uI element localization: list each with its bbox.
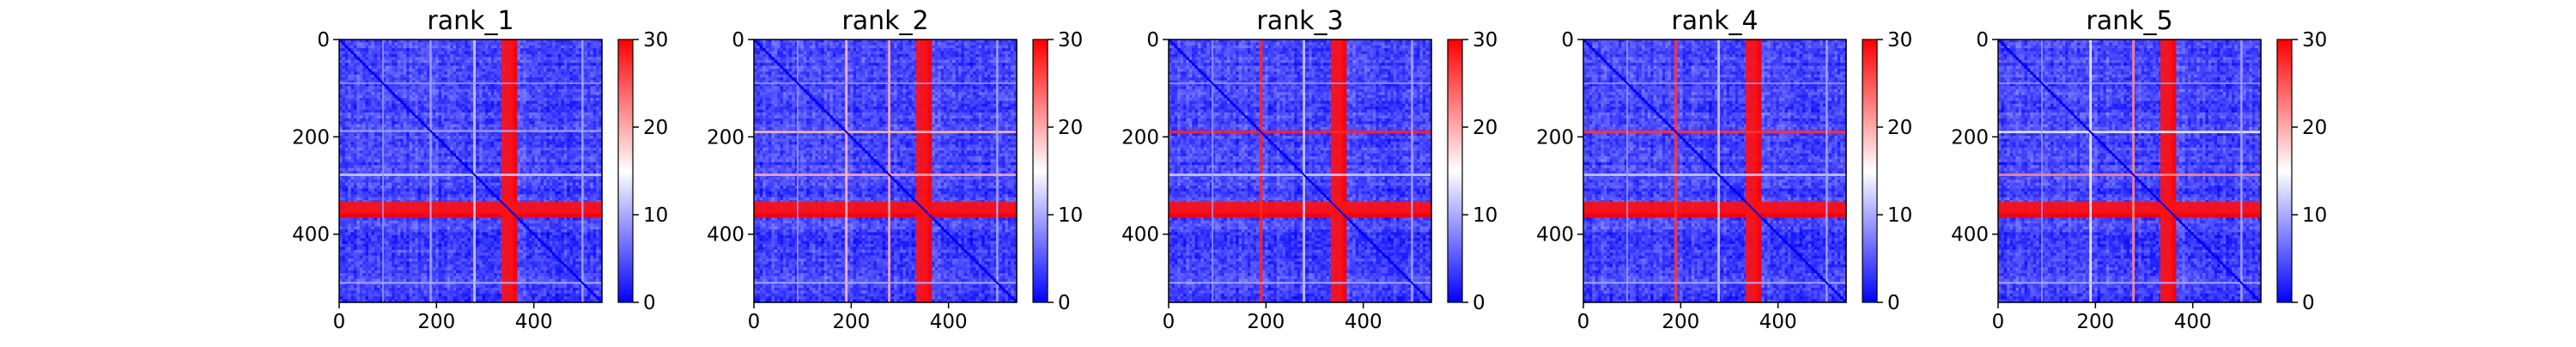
heatmap-cell	[374, 165, 378, 168]
heatmap-cell	[360, 165, 363, 168]
heatmap-cell	[404, 144, 407, 148]
heatmap-cell	[404, 136, 407, 139]
heatmap-cell	[374, 115, 378, 119]
heatmap-cell	[404, 121, 407, 125]
heatmap-cell	[433, 144, 436, 148]
heatmap-cell	[433, 121, 436, 125]
heatmap-cell	[360, 121, 363, 125]
heatmap-cell	[418, 144, 422, 148]
heatmap-cell	[345, 188, 349, 192]
heatmap-cell	[389, 144, 392, 148]
heatmap-cell	[374, 144, 378, 148]
heatmap-cell	[433, 115, 436, 119]
heatmap-cell	[418, 180, 422, 183]
heatmap-cell	[360, 180, 363, 183]
heatmap-cell	[374, 180, 378, 183]
heatmap-cell	[433, 188, 436, 192]
heatmap-cell	[360, 144, 363, 148]
heatmap-cell	[433, 165, 436, 168]
heatmap-cell	[374, 150, 378, 154]
heatmap-cell	[360, 159, 363, 162]
heatmap-cell	[389, 165, 392, 168]
heatmap-cell	[374, 121, 378, 125]
heatmap-cell	[404, 188, 407, 192]
heatmap-cell	[404, 159, 407, 162]
heatmap-cell	[345, 165, 349, 168]
heatmap-cell	[374, 159, 378, 162]
heatmap-cell	[418, 159, 422, 162]
heatmap-cell	[389, 115, 392, 119]
heatmap-cell	[418, 136, 422, 139]
heatmap-cell	[418, 165, 422, 168]
heatmap-cell	[345, 150, 349, 154]
heatmap-cell	[389, 136, 392, 139]
heatmap-cell	[433, 159, 436, 162]
heatmap-cell	[433, 150, 436, 154]
heatmap-cell	[404, 180, 407, 183]
heatmap-cell	[433, 180, 436, 183]
heatmap-cell	[389, 159, 392, 162]
heatmap-cell	[345, 115, 349, 119]
heatmap-cell	[374, 188, 378, 192]
heatmap-cell	[360, 188, 363, 192]
heatmap-cell	[404, 165, 407, 168]
heatmap-cell	[418, 150, 422, 154]
heatmap-cell	[345, 144, 349, 148]
heatmap-cell	[389, 150, 392, 154]
heatmap-cell	[389, 121, 392, 125]
heatmap-cell	[360, 136, 363, 139]
heatmap-cell	[389, 188, 392, 192]
heatmap-cell	[404, 115, 407, 119]
heatmap-cell	[345, 136, 349, 139]
heatmap-cell	[360, 150, 363, 154]
panel-title: rank_1	[427, 6, 513, 36]
heatmap-cell	[345, 159, 349, 162]
heatmap-cell	[418, 188, 422, 192]
heatmap-cell	[404, 150, 407, 154]
heatmap-cell	[374, 136, 378, 139]
heatmap-cell	[389, 180, 392, 183]
heatmap-cell	[360, 115, 363, 119]
heatmap-cell	[345, 180, 349, 183]
heatmap-cell	[345, 121, 349, 125]
